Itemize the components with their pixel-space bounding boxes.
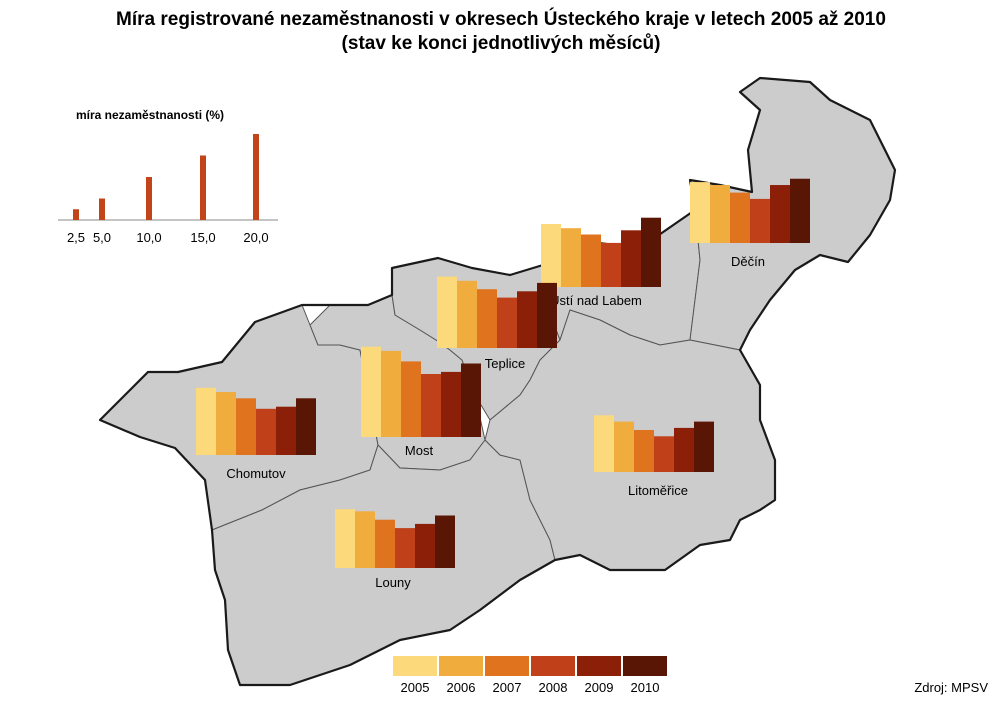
year-block	[441, 371, 461, 437]
year-block	[457, 280, 477, 348]
year-block	[594, 415, 614, 472]
scale-bar	[99, 198, 105, 220]
year-block	[641, 217, 661, 287]
legend-label: 2005	[400, 680, 430, 695]
district-chart: Chomutov	[196, 387, 316, 481]
scale-bar	[73, 209, 79, 220]
legend-label: 2006	[446, 680, 476, 695]
district-label: Most	[405, 443, 434, 458]
year-block	[421, 374, 441, 437]
legend-item: 2009	[577, 656, 621, 695]
legend-swatch	[439, 656, 483, 676]
title-line-2: (stav ke konci jednotlivých měsíců)	[341, 33, 661, 54]
year-block	[461, 363, 481, 437]
region-outline	[98, 76, 897, 687]
district-label: Chomutov	[226, 466, 286, 481]
year-block	[497, 297, 517, 348]
district-chart: Most	[361, 346, 481, 458]
year-block	[435, 515, 455, 568]
year-block	[581, 234, 601, 287]
legend-swatch	[393, 656, 437, 676]
year-block	[437, 276, 457, 348]
legend-label: 2010	[630, 680, 660, 695]
scale-title: míra nezaměstnanosti (%)	[76, 108, 225, 122]
legend-swatch	[577, 656, 621, 676]
year-block	[361, 346, 381, 437]
year-block	[296, 398, 316, 455]
legend-label: 2009	[584, 680, 614, 695]
year-block	[601, 242, 621, 287]
district-label: Teplice	[485, 356, 525, 371]
district-charts: Děčín Ústí nad Labem Teplice Most Chomutov Lo…	[196, 178, 810, 590]
year-block	[750, 198, 770, 243]
year-block	[415, 523, 435, 568]
year-block	[401, 361, 421, 437]
district-label: Litoměřice	[628, 483, 688, 498]
scale-tick-label: 20,0	[243, 230, 268, 245]
legend-label: 2007	[492, 680, 522, 695]
title-line-1: Míra registrované nezaměstnanosti v okre…	[116, 9, 886, 30]
source-note: Zdroj: MPSV	[914, 680, 988, 695]
year-block	[694, 421, 714, 472]
year-block	[541, 224, 561, 287]
year-block	[381, 350, 401, 437]
year-block	[710, 185, 730, 243]
year-block	[621, 230, 641, 287]
year-block	[770, 185, 790, 243]
year-block	[216, 392, 236, 455]
legend-item: 2008	[531, 656, 575, 695]
year-block	[375, 519, 395, 568]
legend-swatch	[485, 656, 529, 676]
district-label: Ústí nad Labem	[550, 293, 642, 308]
year-block	[395, 528, 415, 568]
legend-item: 2010	[623, 656, 667, 695]
year-block	[690, 182, 710, 243]
legend-item: 2006	[439, 656, 483, 695]
year-block	[477, 289, 497, 348]
year-block	[517, 291, 537, 348]
district-chart: Louny	[335, 509, 455, 590]
year-block	[196, 387, 216, 455]
scale-tick-label: 10,0	[136, 230, 161, 245]
scale-bar	[146, 177, 152, 220]
scale-bar	[253, 134, 259, 220]
year-block	[614, 421, 634, 472]
district-chart: Děčín	[690, 178, 810, 269]
year-block	[561, 228, 581, 287]
legend-swatch	[531, 656, 575, 676]
legend-label: 2008	[538, 680, 568, 695]
year-block	[730, 192, 750, 243]
district-chart: Ústí nad Labem	[541, 217, 661, 308]
scale-tick-label: 2,5	[67, 230, 85, 245]
district-boundaries	[99, 77, 896, 686]
scale-tick-label: 15,0	[190, 230, 215, 245]
legend-item: 2005	[393, 656, 437, 695]
year-block	[256, 408, 276, 455]
year-block	[335, 509, 355, 568]
map-title: Míra registrované nezaměstnanosti v okre…	[0, 8, 1002, 56]
scale-bar	[200, 155, 206, 220]
year-block	[790, 178, 810, 243]
district-label: Louny	[375, 575, 411, 590]
year-block	[537, 282, 557, 348]
year-block	[276, 406, 296, 455]
scale-tick-label: 5,0	[93, 230, 111, 245]
district-chart: Litoměřice	[594, 415, 714, 498]
district-label: Děčín	[731, 254, 765, 269]
year-block	[634, 430, 654, 472]
legend-item: 2007	[485, 656, 529, 695]
year-block	[654, 436, 674, 472]
legend-swatch	[623, 656, 667, 676]
year-block	[674, 427, 694, 472]
year-block	[355, 511, 375, 568]
district-chart: Teplice	[437, 276, 557, 371]
year-block	[236, 398, 256, 455]
scale-chart: 2,5 5,0 10,0 15,0 20,0	[58, 134, 278, 245]
